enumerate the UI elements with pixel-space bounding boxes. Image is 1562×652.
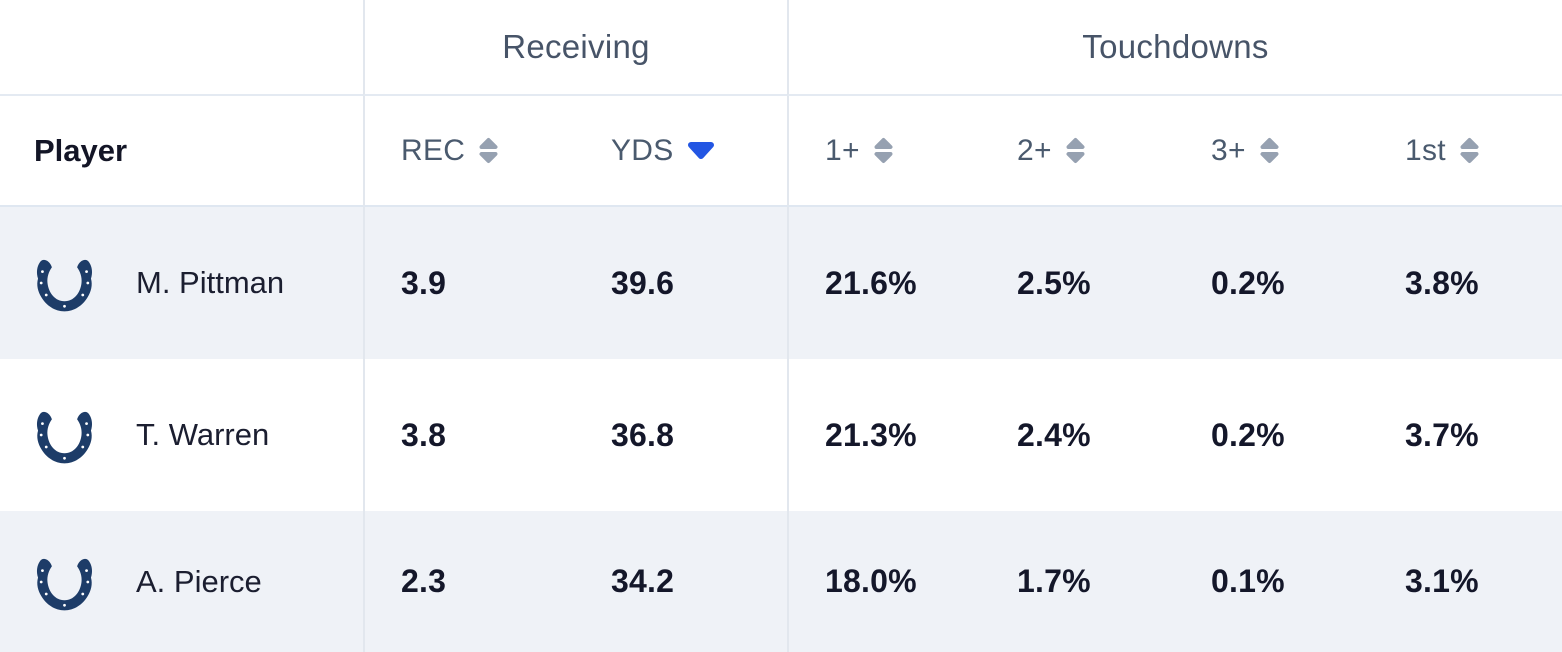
td1-value: 21.3% xyxy=(825,416,917,453)
td1st-value: 3.8% xyxy=(1405,264,1479,301)
td1-value: 21.6% xyxy=(825,264,917,301)
table-row: T. Warren 3.8 36.8 21.3% 2.4% 0.2% 3.7% xyxy=(0,359,1562,511)
sort-icon xyxy=(1460,138,1479,163)
player-cell: A. Pierce xyxy=(0,511,363,652)
td2-value: 2.4% xyxy=(1017,416,1091,453)
td2-value: 2.5% xyxy=(1017,264,1091,301)
column-header-row: Player REC YDS 1+ 2+ xyxy=(0,96,1562,207)
player-header-label: Player xyxy=(34,132,128,168)
sort-td3-button[interactable]: 3+ xyxy=(1211,134,1280,168)
sort-yds-button[interactable]: YDS xyxy=(611,134,715,168)
player-cell: T. Warren xyxy=(0,359,363,511)
group-header-row: Receiving Touchdowns xyxy=(0,0,1562,96)
yds-value: 34.2 xyxy=(611,563,675,599)
td3-header-label: 3+ xyxy=(1211,133,1246,167)
table-row: M. Pittman 3.9 39.6 21.6% 2.5% 0.2% 3.8% xyxy=(0,207,1562,359)
yds-value: 36.8 xyxy=(611,416,675,453)
column-header-yds[interactable]: YDS xyxy=(575,96,787,207)
column-header-td2[interactable]: 2+ xyxy=(981,96,1175,207)
column-header-td1st[interactable]: 1st xyxy=(1369,96,1562,207)
player-name: A. Pierce xyxy=(136,563,262,599)
colts-horseshoe-icon xyxy=(36,558,93,610)
sort-td1st-button[interactable]: 1st xyxy=(1405,134,1480,168)
column-header-player: Player xyxy=(0,96,363,207)
group-header-spacer xyxy=(0,0,363,96)
sort-icon xyxy=(1260,138,1279,163)
colts-horseshoe-icon xyxy=(36,411,93,464)
td1st-header-label: 1st xyxy=(1405,133,1446,167)
td3-value: 0.2% xyxy=(1211,416,1285,453)
receiving-group-label: Receiving xyxy=(502,28,650,65)
td1st-value: 3.1% xyxy=(1405,563,1479,599)
player-cell: M. Pittman xyxy=(0,207,363,359)
td1st-value: 3.7% xyxy=(1405,416,1479,453)
column-header-td1[interactable]: 1+ xyxy=(787,96,981,207)
rec-value: 3.8 xyxy=(401,416,447,453)
sort-icon xyxy=(1066,138,1085,163)
td1-header-label: 1+ xyxy=(825,133,860,167)
player-name: M. Pittman xyxy=(136,265,285,300)
rec-header-label: REC xyxy=(401,133,466,167)
group-header-touchdowns: Touchdowns xyxy=(787,0,1562,96)
yds-value: 39.6 xyxy=(611,264,675,301)
sort-td1-button[interactable]: 1+ xyxy=(825,134,894,168)
sort-icon xyxy=(874,138,893,163)
rec-value: 2.3 xyxy=(401,563,447,599)
sort-rec-button[interactable]: REC xyxy=(401,134,499,168)
td1-value: 18.0% xyxy=(825,563,917,599)
sort-td2-button[interactable]: 2+ xyxy=(1017,134,1086,168)
player-name: T. Warren xyxy=(136,417,270,452)
yds-header-label: YDS xyxy=(611,133,674,167)
sort-icon xyxy=(479,138,498,163)
column-header-rec[interactable]: REC xyxy=(363,96,575,207)
touchdowns-group-label: Touchdowns xyxy=(1082,28,1269,65)
td2-header-label: 2+ xyxy=(1017,133,1052,167)
rec-value: 3.9 xyxy=(401,264,447,301)
td3-value: 0.2% xyxy=(1211,264,1285,301)
colts-horseshoe-icon xyxy=(36,259,93,312)
column-header-td3[interactable]: 3+ xyxy=(1175,96,1369,207)
table-row: A. Pierce 2.3 34.2 18.0% 1.7% 0.1% 3.1% xyxy=(0,511,1562,652)
td3-value: 0.1% xyxy=(1211,563,1285,599)
td2-value: 1.7% xyxy=(1017,563,1091,599)
group-header-receiving: Receiving xyxy=(363,0,787,96)
sort-desc-icon xyxy=(687,141,715,160)
